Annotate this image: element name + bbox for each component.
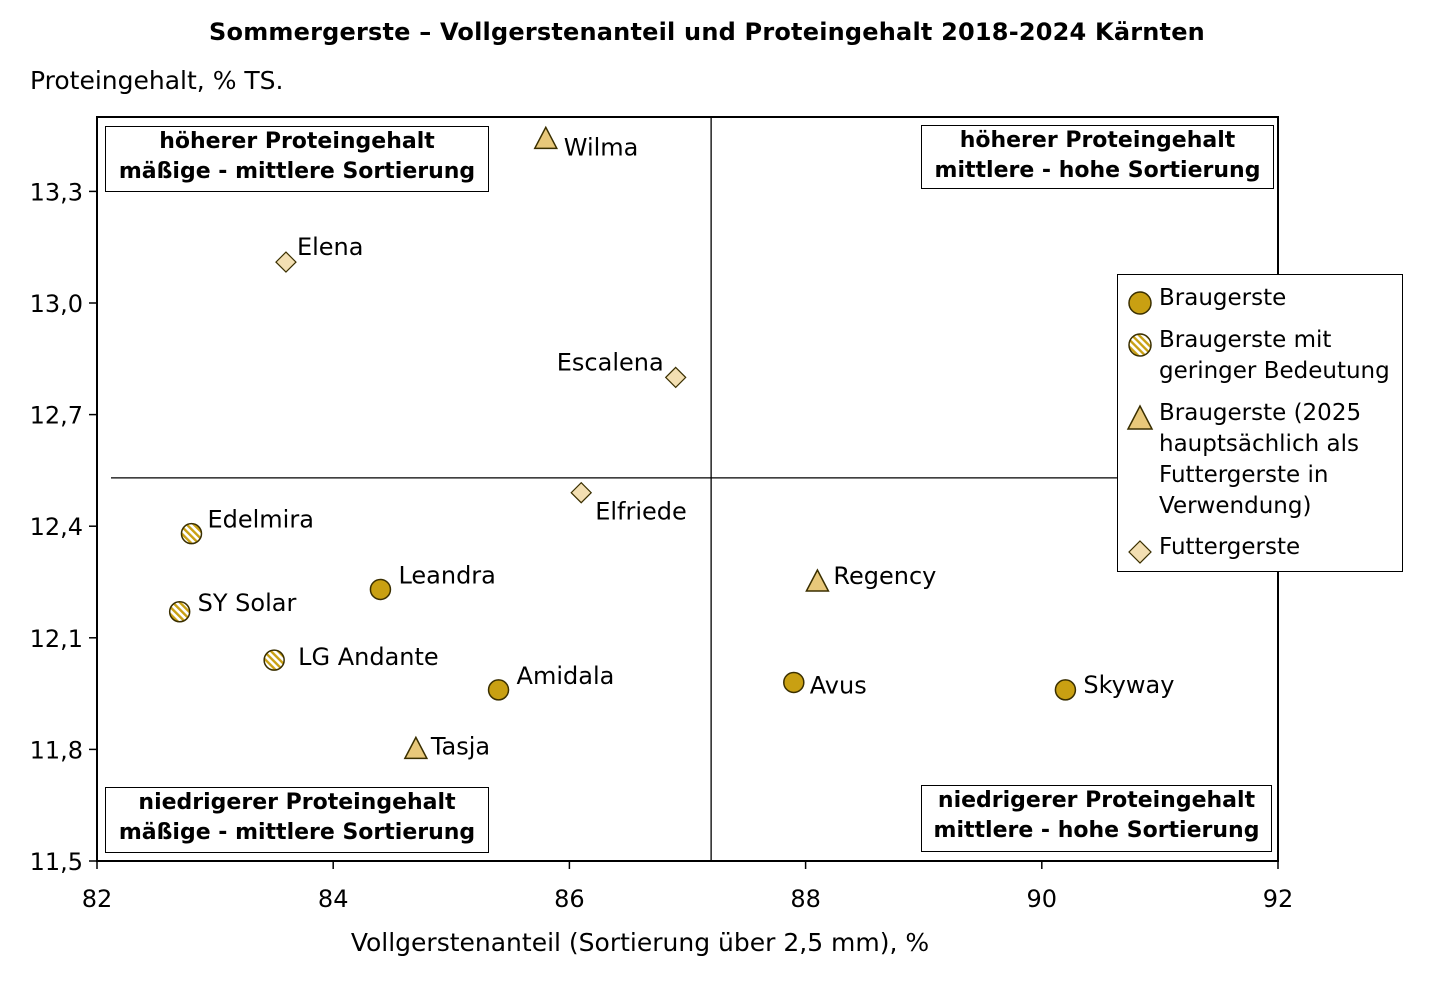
point-label-edelmira: Edelmira: [207, 506, 313, 534]
point-label-avus: Avus: [810, 671, 867, 699]
hatched-circle-marker-icon: [1128, 333, 1152, 357]
marker-edelmira: [180, 522, 203, 545]
x-tick-label: 82: [82, 885, 113, 913]
y-tick-label: 13,3: [30, 178, 83, 206]
point-label-wilma: Wilma: [564, 133, 639, 161]
marker-tasja: [403, 735, 429, 760]
quadrant-label-bottom-right: niedrigerer Proteingehalt mittlere - hoh…: [921, 785, 1272, 852]
marker-lg-andante: [263, 649, 285, 671]
marker-skyway: [1054, 679, 1077, 701]
marker-elfriede: [570, 481, 593, 504]
quadrant-line-1: höherer Proteingehalt: [959, 128, 1236, 153]
diamond-marker-icon: [1128, 540, 1152, 564]
triangle-marker-icon: [1126, 404, 1154, 430]
point-label-leandra: Leandra: [398, 561, 495, 589]
quadrant-line-2: mittlere - hohe Sortierung: [933, 818, 1260, 843]
marker-amidala: [487, 679, 510, 701]
quadrant-label-bottom-left: niedrigerer Proteingehalt mäßige - mittl…: [105, 787, 489, 853]
quadrant-line-2: mäßige - mittlere Sortierung: [118, 159, 476, 184]
circle-marker-icon: [1128, 291, 1152, 315]
legend: Braugerste Braugerste mit geringer Bedeut…: [1117, 274, 1403, 572]
y-tick-label: 13,0: [30, 290, 83, 318]
point-label-escalena: Escalena: [557, 348, 664, 376]
plot-frame: [96, 116, 1279, 862]
legend-label: Braugerste: [1159, 285, 1287, 311]
point-label-regency: Regency: [833, 562, 936, 590]
point-label-sy-solar: SY Solar: [198, 589, 297, 617]
legend-label: Braugerste mit geringer Bedeutung: [1159, 327, 1390, 384]
point-label-elfriede: Elfriede: [595, 498, 687, 526]
marker-wilma: [533, 125, 559, 150]
y-axis-label: Proteingehalt, % TS.: [30, 66, 284, 95]
x-tick-label: 86: [554, 885, 585, 913]
marker-sy-solar: [168, 601, 191, 623]
point-label-amidala: Amidala: [517, 662, 615, 690]
marker-regency: [805, 568, 830, 592]
x-axis-label: Vollgerstenanteil (Sortierung über 2,5 m…: [350, 928, 930, 957]
marker-elena: [275, 251, 297, 273]
legend-label: Braugerste (2025 hauptsächlich als Futterg…: [1159, 400, 1362, 519]
quadrant-line-1: niedrigerer Proteingehalt: [937, 788, 1256, 813]
y-tick-label: 12,1: [30, 625, 83, 653]
point-label-elena: Elena: [297, 233, 364, 261]
x-tick-label: 90: [1027, 885, 1058, 913]
marker-escalena: [664, 366, 687, 389]
point-label-lg-andante: LG Andante: [298, 643, 439, 671]
y-tick-label: 12,4: [30, 513, 83, 541]
x-tick-label: 92: [1263, 885, 1294, 913]
quadrant-label-top-right: höherer Proteingehalt mittlere - hohe So…: [921, 125, 1274, 189]
quadrant-line-2: mäßige - mittlere Sortierung: [118, 820, 476, 845]
marker-leandra: [369, 578, 392, 601]
data-points: Leandra Amidala Avus Skyway Edelmira SY Solar…: [168, 125, 1174, 760]
quadrant-line-2: mittlere - hohe Sortierung: [934, 158, 1261, 183]
axes: 11,5 11,8 12,1 12,4 12,7 13,0 13,3 82 84 86 88 90 92: [30, 116, 1294, 913]
point-label-skyway: Skyway: [1083, 671, 1174, 699]
chart-title: Sommergerste – Vollgerstenanteil und Pro…: [209, 18, 1205, 46]
y-tick-label: 11,8: [30, 736, 83, 764]
quadrant-line-1: niedrigerer Proteingehalt: [138, 790, 456, 815]
y-tick-label: 11,5: [30, 848, 83, 876]
x-tick-label: 88: [790, 885, 821, 913]
x-tick-label: 84: [318, 885, 349, 913]
y-tick-label: 12,7: [30, 402, 83, 430]
quadrant-line-1: höherer Proteingehalt: [159, 129, 435, 154]
legend-label: Futtergerste: [1159, 534, 1301, 560]
marker-avus: [783, 671, 805, 694]
point-label-tasja: Tasja: [430, 732, 490, 760]
quadrant-label-top-left: höherer Proteingehalt mäßige - mittlere …: [105, 126, 489, 192]
